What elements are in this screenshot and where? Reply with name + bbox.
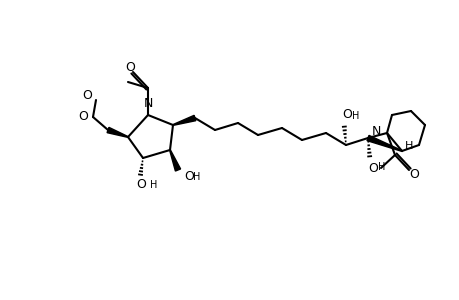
Polygon shape	[366, 135, 401, 152]
Text: O: O	[78, 110, 88, 122]
Text: H: H	[193, 172, 200, 182]
Text: O: O	[184, 170, 193, 184]
Text: O: O	[408, 169, 418, 182]
Text: O: O	[82, 88, 92, 101]
Text: N: N	[143, 97, 152, 110]
Text: H: H	[377, 162, 385, 172]
Text: O: O	[136, 178, 146, 191]
Text: O: O	[125, 61, 134, 74]
Text: N: N	[371, 124, 380, 137]
Text: H: H	[352, 111, 359, 121]
Text: O: O	[341, 107, 351, 121]
Polygon shape	[169, 150, 180, 171]
Polygon shape	[107, 128, 128, 137]
Text: H: H	[150, 180, 157, 190]
Text: O: O	[367, 161, 377, 175]
Polygon shape	[173, 115, 196, 125]
Text: H: H	[404, 141, 412, 151]
